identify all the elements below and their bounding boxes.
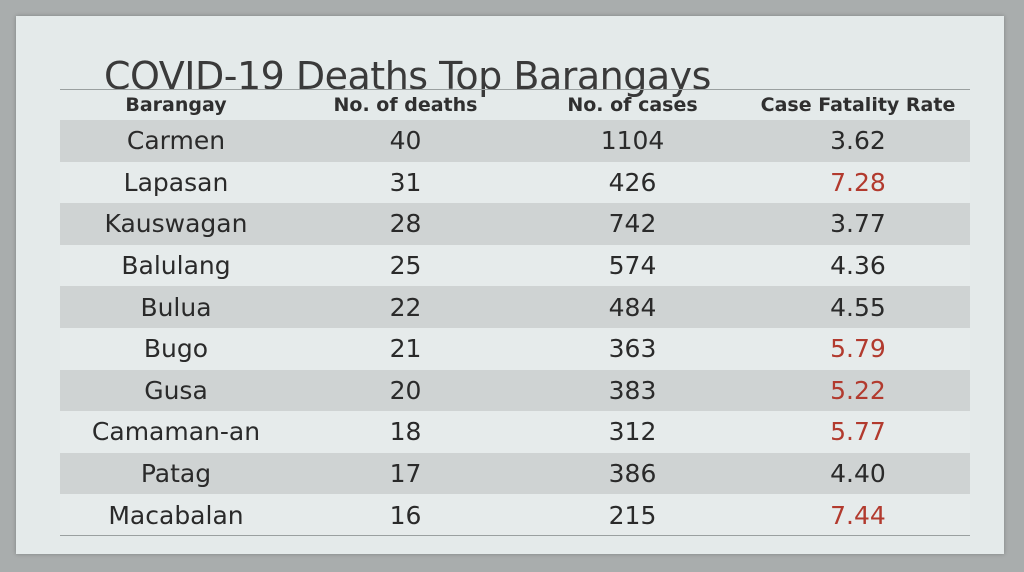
cell-deaths: 40 [292, 120, 519, 162]
cell-cases: 215 [519, 494, 746, 536]
cell-deaths: 22 [292, 286, 519, 328]
cell-cases: 383 [519, 369, 746, 412]
cell-cases: 363 [519, 327, 746, 370]
cell-deaths: 18 [292, 411, 519, 453]
table-row: Camaman-an 18 312 5.77 [60, 411, 970, 453]
cell-case-fatality-rate: 4.36 [746, 244, 970, 287]
cell-barangay: Gusa [60, 369, 292, 412]
cell-barangay: Bulua [60, 286, 292, 328]
cell-case-fatality-rate: 7.44 [746, 494, 970, 536]
cell-cases: 426 [519, 161, 746, 204]
cell-barangay: Macabalan [60, 494, 292, 536]
table-bottom-divider [60, 535, 970, 536]
cell-deaths: 31 [292, 161, 519, 204]
cell-cases: 574 [519, 244, 746, 287]
cell-deaths: 20 [292, 369, 519, 412]
slide: COVID-19 Deaths Top Barangays Barangay N… [16, 16, 1004, 554]
table-header-row: Barangay No. of deaths No. of cases Case… [60, 90, 970, 120]
title-divider [60, 89, 970, 90]
cell-cases: 386 [519, 452, 746, 495]
barangay-deaths-table: Barangay No. of deaths No. of cases Case… [60, 90, 970, 536]
cell-barangay: Lapasan [60, 161, 292, 204]
cell-case-fatality-rate: 5.77 [746, 411, 970, 453]
table-row: Kauswagan 28 742 3.77 [60, 203, 970, 245]
cell-cases: 742 [519, 203, 746, 245]
table-row: Lapasan 31 426 7.28 [60, 161, 970, 204]
table-row: Gusa 20 383 5.22 [60, 369, 970, 412]
table-row: Bugo 21 363 5.79 [60, 327, 970, 370]
cell-case-fatality-rate: 3.62 [746, 120, 970, 162]
cell-case-fatality-rate: 5.79 [746, 327, 970, 370]
cell-deaths: 21 [292, 327, 519, 370]
table-row: Macabalan 16 215 7.44 [60, 494, 970, 536]
cell-case-fatality-rate: 4.40 [746, 452, 970, 495]
cell-cases: 1104 [519, 120, 746, 162]
cell-deaths: 28 [292, 203, 519, 245]
cell-cases: 484 [519, 286, 746, 328]
cell-barangay: Bugo [60, 327, 292, 370]
header-deaths: No. of deaths [333, 94, 478, 116]
cell-barangay: Balulang [60, 244, 292, 287]
table-row: Carmen 40 1104 3.62 [60, 120, 970, 162]
header-case-fatality-rate: Case Fatality Rate [760, 94, 956, 116]
cell-cases: 312 [519, 411, 746, 453]
cell-case-fatality-rate: 4.55 [746, 286, 970, 328]
slide-title: COVID-19 Deaths Top Barangays [104, 54, 711, 98]
cell-case-fatality-rate: 7.28 [746, 161, 970, 204]
header-cases: No. of cases [567, 94, 698, 116]
cell-deaths: 16 [292, 494, 519, 536]
table-row: Balulang 25 574 4.36 [60, 244, 970, 287]
table-row: Patag 17 386 4.40 [60, 452, 970, 495]
cell-barangay: Kauswagan [60, 203, 292, 245]
cell-case-fatality-rate: 5.22 [746, 369, 970, 412]
cell-case-fatality-rate: 3.77 [746, 203, 970, 245]
table-row: Bulua 22 484 4.55 [60, 286, 970, 328]
header-barangay: Barangay [125, 94, 227, 116]
table-body: Carmen 40 1104 3.62 Lapasan 31 426 7.28 Kauswaga… [60, 120, 970, 536]
cell-barangay: Patag [60, 452, 292, 495]
cell-deaths: 25 [292, 244, 519, 287]
cell-barangay: Carmen [60, 120, 292, 162]
cell-barangay: Camaman-an [60, 411, 292, 453]
cell-deaths: 17 [292, 452, 519, 495]
